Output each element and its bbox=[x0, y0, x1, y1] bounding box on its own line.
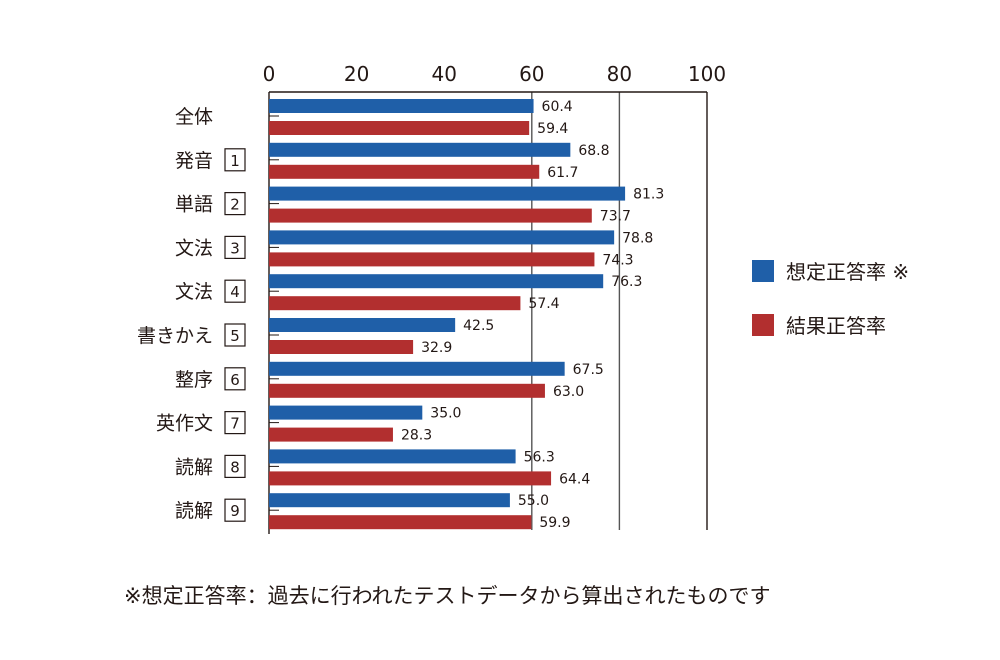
data-label: 57.4 bbox=[528, 296, 559, 312]
category-label: 文法 bbox=[175, 281, 213, 303]
category-number: 6 bbox=[230, 371, 240, 389]
bar-result bbox=[269, 121, 530, 135]
data-label: 73.7 bbox=[600, 209, 631, 225]
data-label: 63.0 bbox=[553, 384, 584, 400]
data-label: 81.3 bbox=[633, 187, 664, 203]
data-label: 67.5 bbox=[573, 362, 604, 378]
bar-expected bbox=[269, 274, 604, 289]
bar-expected bbox=[269, 99, 534, 113]
category-label: 読解 bbox=[175, 456, 213, 478]
data-label: 56.3 bbox=[524, 449, 555, 465]
legend-item-expected: 想定正答率 ※ bbox=[752, 256, 909, 285]
category-label: 整序 bbox=[175, 369, 213, 391]
data-label: 28.3 bbox=[401, 428, 432, 444]
category-number: 1 bbox=[230, 152, 240, 170]
bar-result bbox=[269, 427, 393, 442]
bar-result bbox=[269, 515, 532, 530]
category-label: 書きかえ bbox=[137, 325, 213, 347]
data-label: 61.7 bbox=[547, 165, 578, 181]
category-number-box bbox=[224, 192, 246, 216]
footnote: ※想定正答率：過去に行われたテストデータから算出されたものです bbox=[124, 584, 771, 608]
bar-result bbox=[269, 383, 545, 398]
category-number-box bbox=[224, 148, 246, 172]
bar-expected bbox=[269, 449, 516, 464]
bar-expected bbox=[269, 493, 510, 508]
data-label: 42.5 bbox=[463, 318, 494, 334]
category-label: 読解 bbox=[175, 500, 213, 522]
x-tick-label: 100 bbox=[688, 62, 726, 86]
category-number: 9 bbox=[230, 502, 240, 520]
category-number-box bbox=[224, 367, 246, 391]
legend-label-result: 結果正答率 bbox=[786, 314, 886, 338]
bar-expected bbox=[269, 361, 565, 376]
category-number-box bbox=[224, 454, 246, 478]
x-tick-label: 80 bbox=[607, 62, 632, 86]
x-tick-label: 0 bbox=[263, 62, 276, 86]
category-number: 5 bbox=[230, 327, 240, 345]
bar-result bbox=[269, 471, 552, 486]
legend-label-expected: 想定正答率 ※ bbox=[786, 260, 910, 284]
data-label: 64.4 bbox=[559, 471, 590, 487]
data-label: 76.3 bbox=[611, 274, 642, 290]
category-label: 英作文 bbox=[156, 413, 213, 435]
bar-expected bbox=[269, 405, 423, 420]
category-number: 3 bbox=[230, 239, 240, 257]
bar-result bbox=[269, 340, 414, 354]
bar-expected bbox=[269, 230, 615, 245]
legend-swatch-expected bbox=[752, 259, 774, 282]
category-label: 全体 bbox=[175, 106, 213, 128]
data-label: 32.9 bbox=[421, 340, 452, 356]
category-number: 8 bbox=[230, 458, 240, 476]
category-number: 2 bbox=[230, 196, 240, 214]
bar-expected bbox=[269, 186, 626, 201]
bar-result bbox=[269, 164, 540, 179]
x-tick-label: 60 bbox=[519, 62, 544, 86]
category-number: 4 bbox=[230, 283, 240, 301]
x-tick-label: 40 bbox=[431, 62, 456, 86]
category-number-box bbox=[224, 498, 246, 522]
category-label: 文法 bbox=[175, 237, 213, 259]
category-label: 発音 bbox=[175, 150, 213, 172]
bar-result bbox=[269, 296, 521, 311]
bar-expected bbox=[269, 318, 456, 332]
x-tick-label: 20 bbox=[344, 62, 369, 86]
category-number-box bbox=[224, 279, 246, 303]
data-label: 60.4 bbox=[542, 99, 573, 115]
data-label: 59.9 bbox=[539, 515, 570, 531]
data-label: 59.4 bbox=[537, 121, 568, 137]
bar-result bbox=[269, 252, 595, 267]
category-number: 7 bbox=[230, 415, 240, 433]
legend-item-result: 結果正答率 bbox=[752, 310, 886, 339]
data-label: 55.0 bbox=[518, 493, 549, 509]
data-label: 68.8 bbox=[578, 143, 609, 159]
category-number-box bbox=[224, 411, 246, 435]
category-number-box bbox=[224, 235, 246, 259]
category-number-box bbox=[224, 323, 246, 347]
data-label: 35.0 bbox=[430, 406, 461, 422]
category-label: 単語 bbox=[175, 194, 213, 216]
bar-result bbox=[269, 208, 592, 223]
data-label: 74.3 bbox=[602, 252, 633, 268]
legend-swatch-result bbox=[752, 313, 774, 336]
bar-expected bbox=[269, 142, 571, 157]
data-label: 78.8 bbox=[622, 230, 653, 246]
